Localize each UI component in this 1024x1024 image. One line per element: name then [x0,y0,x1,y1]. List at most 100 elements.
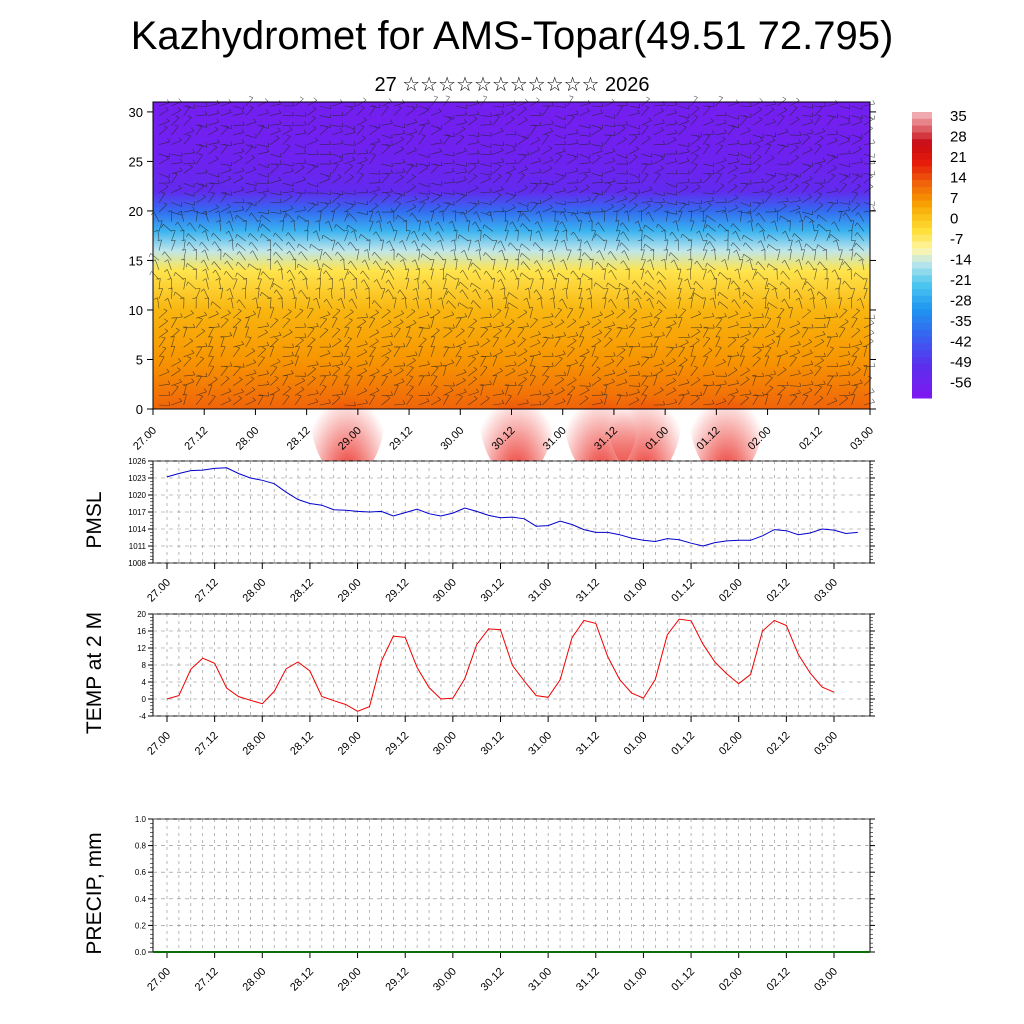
pmsl-xlabel-0: 27.00 [145,577,173,605]
colorbar-cell-28 [912,302,932,310]
colorbar-cell-41 [912,391,932,399]
temp-xlabel-7: 30.12 [479,730,507,758]
pmsl-ylabel-1: 1011 [129,542,147,551]
colorbar-cell-21 [912,255,932,263]
pmsl-xlabel-11: 01.12 [669,577,697,605]
temp-ylabel-1: 0 [142,695,147,704]
colorbar-cell-38 [912,370,932,379]
heat-ylabel-1: 5 [136,352,143,367]
colorbar-label-0: 35 [950,108,967,125]
precip-xlabel-0: 27.00 [145,966,173,994]
heat-ylabel-5: 25 [129,154,143,169]
heat-ylabel-0: 0 [136,402,143,417]
colorbar-cell-5 [912,146,932,154]
colorbar-cell-37 [912,363,932,372]
precip-xlabel-1: 27.12 [193,966,221,994]
temp-xlabel-14: 03.00 [812,730,840,758]
colorbar-cell-15 [912,214,932,222]
colorbar-cell-4 [912,139,932,147]
heat-ylabel-2: 10 [129,303,143,318]
colorbar-cell-40 [912,384,932,392]
colorbar-cell-2 [912,125,932,133]
pmsl-xlabel-6: 30.00 [431,577,459,605]
colorbar-label-8: -21 [950,272,972,289]
colorbar-label-12: -49 [950,354,972,371]
pmsl-xlabel-13: 02.12 [765,577,793,605]
temp-xlabel-8: 31.00 [526,730,554,758]
colorbar-label-1: 28 [950,129,967,146]
colorbar-cell-34 [912,343,932,351]
temp-xlabel-10: 01.00 [622,730,650,758]
colorbar-cell-25 [912,282,932,290]
heat-ylabel-6: 30 [129,105,143,120]
colorbar-cell-9 [912,173,932,181]
precip-xlabel-12: 02.00 [717,966,745,994]
wind-barbs [148,95,876,407]
colorbar-cell-18 [912,234,932,242]
colorbar-label-10: -35 [950,313,972,330]
colorbar-label-5: 0 [950,211,958,228]
colorbar-cell-14 [912,207,932,215]
colorbar-cell-39 [912,377,932,385]
temp-ylabel-0: -4 [139,712,147,721]
precip-xlabel-8: 31.00 [526,966,554,994]
colorbar-label-7: -14 [950,252,972,269]
colorbar-cell-33 [912,336,932,345]
colorbar-cell-23 [912,268,932,276]
pmsl-xlabel-8: 31.00 [526,577,554,605]
colorbar-cell-29 [912,309,932,317]
pmsl-series-line [166,467,858,547]
temp-xlabel-1: 27.12 [193,730,221,758]
temp-ytitle: TEMP at 2 M [83,612,106,734]
temp-ylabel-2: 4 [142,678,147,687]
heat-ylabel-4: 20 [129,204,143,219]
colorbar-cell-35 [912,350,932,358]
colorbar-cell-8 [912,166,932,174]
precip-xlabel-2: 28.00 [240,966,268,994]
colorbar-label-2: 21 [950,149,967,166]
precip-ylabel-1: 0.2 [135,921,147,930]
colorbar-cell-7 [912,159,932,167]
colorbar-cell-31 [912,323,932,331]
pmsl-xlabel-4: 29.00 [336,577,364,605]
precip-ylabel-4: 0.8 [135,842,147,851]
precip-panel: 0.0 0.2 0.4 0.6 0.8 1.0 27.00 27.12 28.00 28.12 29… [83,815,875,994]
colorbar: 35 28 21 14 7 0 -7 -14 -21 -28 -35 -42 -49 -56 [912,108,972,399]
colorbar-cell-16 [912,220,932,229]
pmsl-xlabel-2: 28.00 [240,577,268,605]
colorbar-label-13: -56 [950,375,972,392]
colorbar-cell-27 [912,295,932,304]
precip-ylabel-3: 0.6 [135,868,147,877]
precip-xlabel-10: 01.00 [622,966,650,994]
temp-series-line [166,618,835,712]
heat-xlabel-14: 03.00 [848,425,876,453]
heat-xlabel-0: 27.00 [131,425,159,453]
colorbar-cell-6 [912,152,932,161]
colorbar-cell-32 [912,329,932,338]
heat-xlabel-5: 29.12 [387,425,415,453]
temp-ylabel-4: 12 [137,644,146,653]
heat-ylabel-3: 15 [129,253,143,268]
colorbar-cell-1 [912,118,932,127]
colorbar-cell-12 [912,193,932,202]
temp-xlabel-11: 01.12 [669,730,697,758]
heat-xlabel-1: 27.12 [182,425,210,453]
precip-ytitle: PRECIP, mm [83,832,106,954]
colorbar-cell-24 [912,275,932,283]
heat-xlabel-6: 30.00 [438,425,466,453]
precip-xlabel-5: 29.12 [383,966,411,994]
pmsl-ylabel-3: 1017 [128,508,146,517]
precip-ylabel-5: 1.0 [135,815,147,824]
pmsl-xlabel-5: 29.12 [383,577,411,605]
temp-xlabel-9: 31.12 [574,730,602,758]
pmsl-ylabel-0: 1008 [128,559,146,568]
colorbar-label-9: -28 [950,293,972,310]
colorbar-cell-30 [912,316,932,324]
temp-xlabel-0: 27.00 [145,730,173,758]
temp-xlabel-4: 29.00 [336,730,364,758]
colorbar-cell-22 [912,261,932,270]
temp-ylabel-6: 20 [137,610,146,619]
precip-xlabel-9: 31.12 [574,966,602,994]
pmsl-xlabel-9: 31.12 [574,577,602,605]
